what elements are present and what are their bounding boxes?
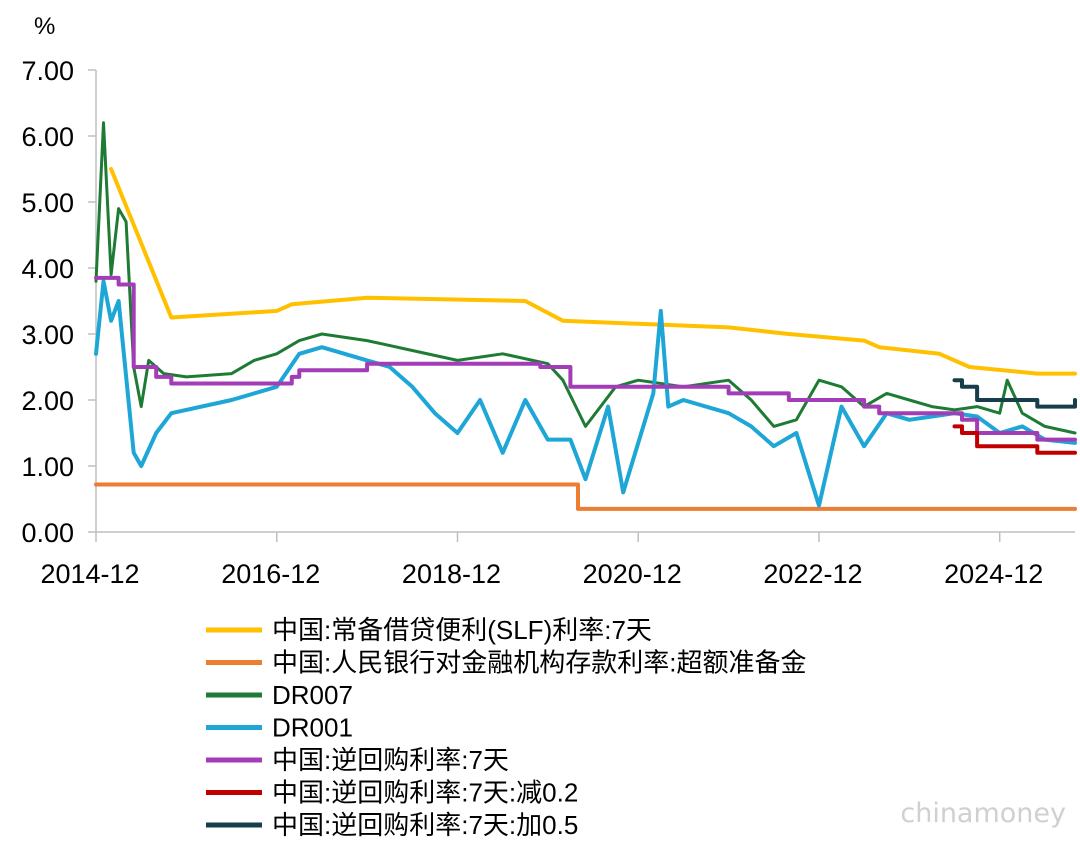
x-tick-label: 2020-12 [583,559,682,589]
legend-label-7: 中国:逆回购利率:7天:加0.5 [272,810,578,840]
y-tick-label: 1.00 [21,452,74,482]
legend-label-3: DR007 [272,680,353,710]
y-tick-label: 7.00 [21,56,74,86]
legend-label-5: 中国:逆回购利率:7天 [272,745,509,775]
legend-label-2: 中国:人民银行对金融机构存款利率:超额准备金 [272,648,806,678]
y-tick-label: 2.00 [21,386,74,416]
y-tick-label: 3.00 [21,320,74,350]
y-tick-label: 0.00 [21,518,74,548]
plot-area [94,121,1077,511]
x-tick-label: 2022-12 [763,559,862,589]
legend-label-1: 中国:常备借贷便利(SLF)利率:7天 [272,615,652,645]
legend-label-6: 中国:逆回购利率:7天:减0.2 [272,778,578,808]
x-tick-label: 2016-12 [221,559,320,589]
x-axis: 2014-12 2016-12 2018-12 2020-12 2022-12 2024-… [40,531,1075,589]
y-axis-unit: % [34,13,55,40]
y-tick-label: 4.00 [21,254,74,284]
watermark-text: chinamoney [900,798,1066,829]
series-line-1 [109,167,1077,376]
x-tick-label: 2018-12 [402,559,501,589]
legend-label-4: DR001 [272,713,353,743]
y-tick-label: 5.00 [21,188,74,218]
series-line-4 [94,279,1077,508]
x-tick-label: 2014-12 [40,559,139,589]
series-line-7 [952,378,1077,409]
legend: 中国:常备借贷便利(SLF)利率:7天中国:人民银行对金融机构存款利率:超额准备… [206,615,806,840]
x-tick-label: 2024-12 [944,559,1043,589]
y-tick-label: 6.00 [21,122,74,152]
y-axis: 0.00 1.00 2.00 3.00 4.00 5.00 6.00 7.00 [21,56,97,548]
series-line-6 [952,424,1077,455]
series-line-5 [94,275,1077,442]
series-line-2 [94,482,1077,511]
